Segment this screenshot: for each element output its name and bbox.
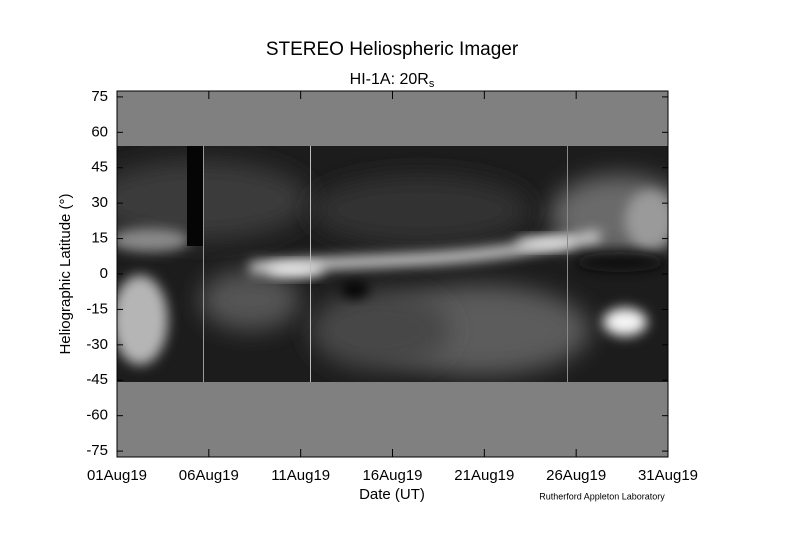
subtitle-subscript: s [429,78,435,90]
x-tick-label: 11Aug19 [271,467,330,484]
chart-subtitle: HI-1A: 20Rs [350,71,435,90]
synoptic-image [116,90,669,458]
y-tick-label: 60 [91,123,108,140]
x-tick-label: 21Aug19 [454,467,514,484]
y-tick-label: 0 [100,265,108,282]
subtitle-text: HI-1A: 20R [350,71,429,88]
y-tick-label: 75 [91,88,108,105]
y-tick-label: 15 [91,230,108,247]
y-tick-label: -15 [86,300,108,317]
x-tick-label: 26Aug19 [546,467,606,484]
y-tick-label: -75 [86,442,108,459]
y-tick-label: -60 [86,407,108,424]
x-tick-label: 16Aug19 [362,467,422,484]
credit: Rutherford Appleton Laboratory [539,491,665,501]
y-tick-label: 30 [91,194,108,211]
x-tick-label: 06Aug19 [179,467,239,484]
y-tick-label: 45 [91,159,108,176]
y-axis-label: Heliographic Latitude (°) [57,193,74,354]
x-tick-label: 01Aug19 [87,467,147,484]
y-tick-label: -30 [86,336,108,353]
y-tick-label: -45 [86,371,108,388]
x-tick-label: 31Aug19 [638,467,698,484]
x-axis-label: Date (UT) [359,486,425,503]
chart-title: STEREO Heliospheric Imager [266,39,519,60]
